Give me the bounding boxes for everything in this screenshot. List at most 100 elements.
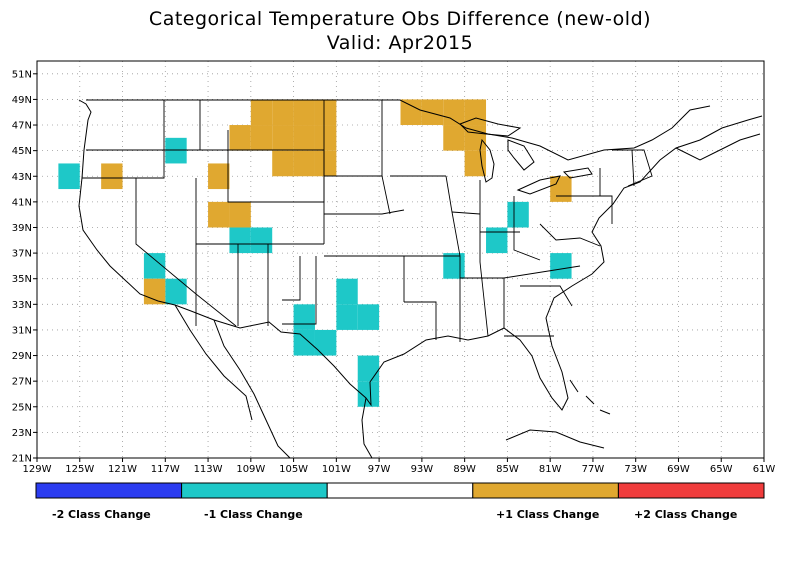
- x-tick-label: 101W: [322, 464, 351, 475]
- legend-label-minus2: -2 Class Change: [52, 508, 151, 521]
- difference-cell: [272, 150, 294, 177]
- x-tick-label: 85W: [496, 464, 519, 475]
- x-tick-label: 81W: [539, 464, 562, 475]
- x-tick-label: 105W: [279, 464, 308, 475]
- difference-cell: [443, 125, 465, 151]
- y-tick-label: 41N: [12, 197, 32, 208]
- legend-swatch-plus1: [472, 482, 619, 499]
- difference-cell: [314, 329, 337, 356]
- difference-cell: [293, 99, 315, 126]
- x-tick-label: 97W: [368, 464, 391, 475]
- y-tick-label: 51N: [12, 69, 32, 80]
- difference-cell: [293, 125, 315, 151]
- legend-swatch-plus2: [617, 482, 765, 499]
- x-tick-label: 89W: [453, 464, 476, 475]
- x-tick-label: 73W: [624, 464, 647, 475]
- y-tick-label: 23N: [12, 428, 32, 439]
- y-tick-label: 37N: [12, 249, 32, 260]
- map-title: Categorical Temperature Obs Difference (…: [148, 8, 652, 30]
- difference-cell: [550, 176, 572, 202]
- baja-coast: [174, 304, 253, 421]
- bahamas: [569, 379, 611, 415]
- difference-cell: [357, 381, 380, 407]
- difference-cell: [400, 99, 422, 126]
- legend-color-bar: [35, 482, 765, 499]
- y-tick-label: 31N: [12, 325, 32, 336]
- lake-huron: [507, 139, 535, 171]
- legend-swatch-minus1: [181, 482, 328, 499]
- difference-cell: [550, 253, 572, 279]
- difference-cell: [229, 125, 251, 151]
- difference-cell: [443, 253, 465, 279]
- difference-cell: [357, 304, 380, 330]
- geographic-outlines: [78, 99, 763, 458]
- difference-cell: [272, 99, 294, 126]
- difference-cells: [58, 99, 572, 407]
- difference-cell: [314, 150, 337, 177]
- difference-cell: [208, 163, 230, 190]
- difference-cell: [143, 253, 166, 279]
- difference-cell: [143, 278, 166, 305]
- difference-cell: [165, 278, 187, 305]
- mexico-west-coast: [213, 319, 291, 458]
- lake-superior: [459, 117, 522, 137]
- y-tick-label: 33N: [12, 300, 32, 311]
- difference-cell: [229, 227, 251, 254]
- canada-border: [86, 99, 711, 161]
- plot-frame: [36, 60, 765, 459]
- difference-cell: [443, 99, 465, 126]
- difference-cell: [208, 201, 230, 228]
- x-tick-label: 69W: [667, 464, 690, 475]
- difference-cell: [229, 201, 251, 228]
- difference-cell: [486, 227, 508, 254]
- x-tick-label: 113W: [194, 464, 223, 475]
- difference-cell: [165, 137, 187, 164]
- y-tick-label: 29N: [12, 351, 32, 362]
- difference-cell: [250, 99, 273, 126]
- y-tick-label: 39N: [12, 223, 32, 234]
- latitude-tick-labels: 21N 23N 25N 27N 29N 31N 33N 35N 37N 39N 41N 43N 45N 4…: [12, 69, 37, 465]
- y-tick-label: 43N: [12, 172, 32, 183]
- y-tick-label: 27N: [12, 377, 32, 388]
- lake-erie: [516, 175, 561, 195]
- longitude-tick-labels: 129W 125W 121W 117W 113W 109W 105W 101W 97W 93W 89…: [23, 458, 775, 475]
- map-subtitle: Valid: Apr2015: [326, 32, 474, 54]
- x-tick-label: 129W: [23, 464, 52, 475]
- x-tick-label: 93W: [411, 464, 434, 475]
- legend-label-plus2: +2 Class Change: [634, 508, 738, 521]
- difference-cell: [314, 99, 337, 126]
- mexico-gulf-coast: [361, 397, 373, 458]
- maritimes: [675, 133, 761, 161]
- x-tick-label: 65W: [710, 464, 733, 475]
- y-tick-label: 25N: [12, 402, 32, 413]
- y-tick-label: 21N: [12, 454, 32, 465]
- legend-swatch-zero: [326, 482, 474, 499]
- state-borders: [82, 100, 653, 342]
- y-tick-label: 47N: [12, 121, 32, 132]
- y-tick-label: 49N: [12, 95, 32, 106]
- difference-cell: [357, 355, 380, 382]
- difference-cell: [507, 201, 529, 228]
- x-tick-label: 125W: [65, 464, 94, 475]
- legend-label-plus1: +1 Class Change: [496, 508, 600, 521]
- grid-lines: [36, 61, 765, 459]
- difference-cell: [314, 125, 337, 151]
- difference-cell: [421, 99, 444, 126]
- x-tick-label: 117W: [151, 464, 180, 475]
- difference-cell: [250, 227, 273, 254]
- lake-michigan: [479, 138, 495, 183]
- difference-cell: [250, 125, 273, 151]
- legend-label-minus1: -1 Class Change: [204, 508, 303, 521]
- difference-cell: [272, 125, 294, 151]
- legend-swatch-minus2: [35, 482, 183, 499]
- x-tick-label: 77W: [582, 464, 605, 475]
- y-tick-label: 35N: [12, 274, 32, 285]
- difference-cell: [293, 150, 315, 177]
- x-tick-label: 109W: [236, 464, 265, 475]
- y-tick-label: 45N: [12, 146, 32, 157]
- difference-cell: [336, 278, 358, 305]
- cuba: [505, 429, 605, 449]
- difference-cell: [293, 304, 315, 330]
- difference-cell: [101, 163, 123, 190]
